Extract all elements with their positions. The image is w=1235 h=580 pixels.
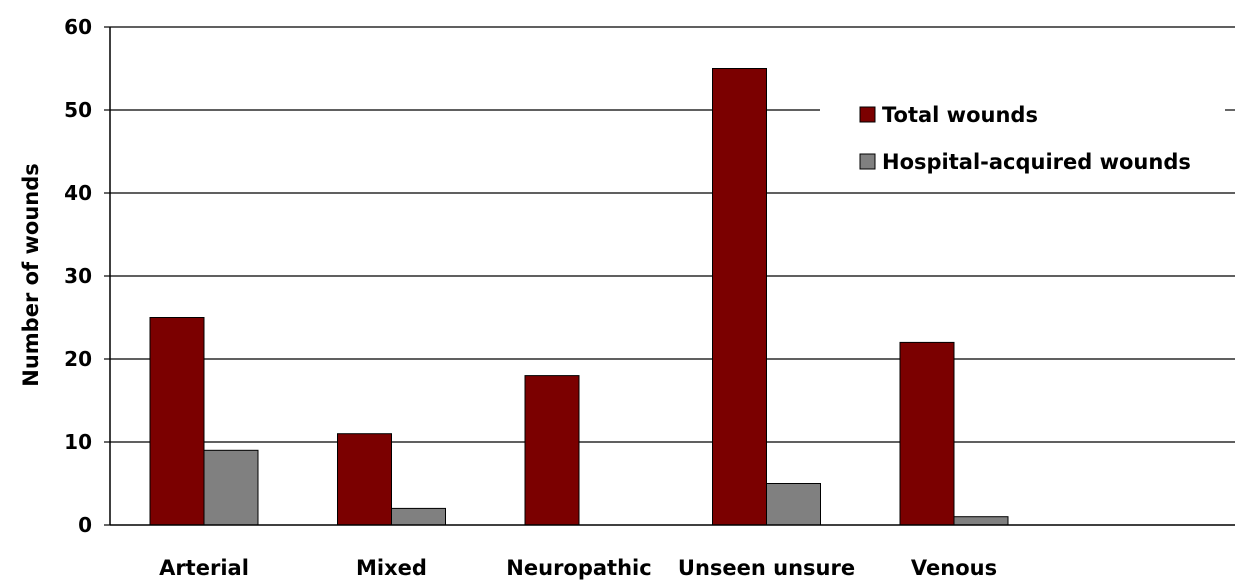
legend-label-total: Total wounds	[882, 103, 1038, 127]
y-tick-label: 50	[64, 98, 92, 122]
bar-total-wounds	[712, 68, 767, 526]
y-tick-label: 0	[78, 513, 92, 537]
legend-swatch-hospital	[859, 153, 876, 170]
bar-hospital-acquired-wounds	[391, 507, 446, 526]
y-axis-title: Number of wounds	[19, 163, 43, 386]
bar-hospital-acquired-wounds	[766, 483, 821, 526]
x-category-label: Arterial	[159, 556, 249, 580]
legend: Total wounds Hospital-acquired wounds	[859, 103, 1191, 174]
legend-swatch-total	[859, 106, 876, 123]
x-category-label: Venous	[911, 556, 997, 580]
bar-hospital-acquired-wounds	[203, 449, 259, 526]
x-category-labels: Arterial Mixed Neuropathic Unseen unsure Ven…	[159, 556, 997, 580]
bar-total-wounds	[337, 433, 392, 526]
y-tick-label: 60	[64, 15, 92, 39]
y-tick-label: 10	[64, 430, 92, 454]
axes	[104, 26, 1235, 526]
bar-total-wounds	[899, 341, 955, 526]
y-tick-label: 20	[64, 347, 92, 371]
bar-total-wounds	[524, 375, 580, 526]
bars	[149, 68, 1009, 526]
bar-hospital-acquired-wounds	[953, 516, 1009, 526]
legend-label-hospital: Hospital-acquired wounds	[882, 150, 1191, 174]
y-tick-label: 40	[64, 181, 92, 205]
y-tick-labels: 0 10 20 30 40 50 60	[64, 15, 92, 537]
gridlines	[110, 26, 1235, 443]
y-tick-label: 30	[64, 264, 92, 288]
x-category-label: Unseen unsure	[678, 556, 855, 580]
x-category-label: Mixed	[356, 556, 427, 580]
x-category-label: Neuropathic	[506, 556, 651, 580]
bar-total-wounds	[149, 317, 205, 526]
